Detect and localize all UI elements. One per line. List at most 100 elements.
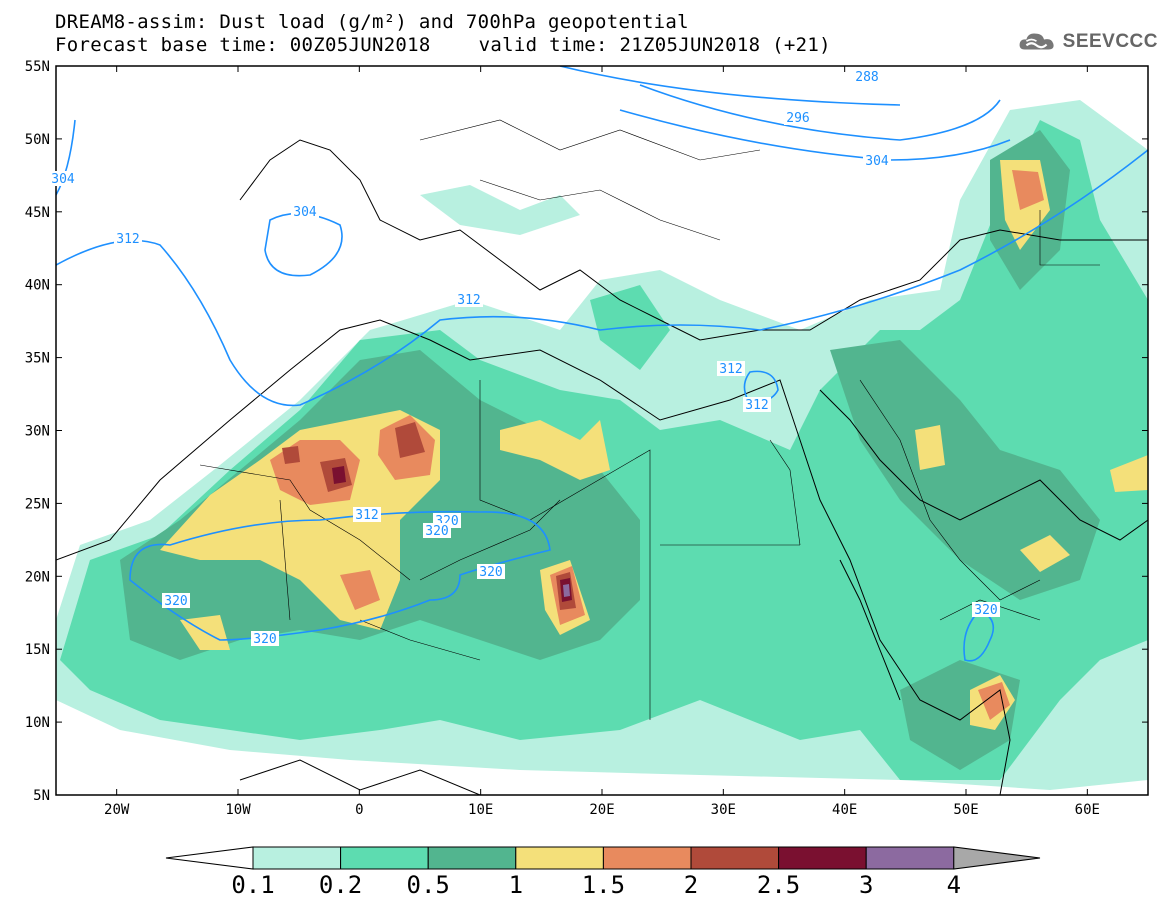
legend-boxes (165, 846, 1041, 870)
contour-label-bg (477, 564, 505, 579)
lat-label: 30N (25, 424, 50, 440)
lat-label: 5N (33, 788, 50, 804)
lat-label: 50N (25, 132, 50, 148)
dust-area-maroon (332, 466, 346, 484)
contour-label-bg (353, 507, 381, 522)
lat-label: 20N (25, 569, 50, 585)
lon-label: 20W (104, 802, 130, 818)
dust-area-orange-5 (1012, 170, 1044, 210)
cloud-icon (1019, 33, 1054, 50)
lat-label: 55N (25, 59, 50, 75)
contour-label: 312 (457, 293, 480, 308)
axis-ticks (56, 65, 1148, 796)
legend-level-label: 2 (684, 871, 698, 899)
lat-label: 25N (25, 496, 50, 512)
contour-label: 296 (786, 111, 809, 126)
contour-label-bg (114, 231, 142, 246)
legend-box (427, 846, 517, 870)
contour-label-bg (853, 69, 881, 84)
lon-label: 40E (832, 802, 857, 818)
dust-area-yellow-9 (1110, 455, 1148, 492)
lon-label: 10W (225, 802, 251, 818)
dust-area-light-2 (420, 185, 580, 235)
legend-box (515, 846, 604, 870)
logo-text: SEEVCCC (1062, 31, 1158, 52)
contour-label-bg (423, 523, 451, 538)
legend-level-label: 0.5 (407, 871, 450, 899)
lon-label: 0 (355, 802, 363, 818)
contour-label-bg (863, 153, 891, 168)
contour-label: 320 (425, 524, 448, 539)
lat-label: 35N (25, 351, 50, 367)
legend-box (340, 846, 429, 870)
legend-box (778, 846, 867, 870)
time-info: Forecast base time: 00Z05JUN2018 valid ti… (55, 34, 831, 56)
legend-level-label: 1 (509, 871, 523, 899)
legend-box (865, 846, 955, 870)
contour-label: 312 (745, 398, 768, 413)
dust-area-yellow-5 (1020, 535, 1070, 572)
lon-label: 10E (468, 802, 493, 818)
contour-label: 312 (355, 508, 378, 523)
contour-label-bg (251, 631, 279, 646)
contour-label: 312 (116, 232, 139, 247)
lon-label: 60E (1075, 802, 1100, 818)
contour-label: 320 (253, 632, 276, 647)
coastlines (56, 139, 1148, 795)
legend-level-label: 2.5 (757, 871, 800, 899)
contour-label-bg (717, 361, 745, 376)
base-time: Forecast base time: 00Z05JUN2018 (55, 34, 431, 56)
legend-level-label: 0.1 (231, 871, 274, 899)
lon-label: 50E (953, 802, 978, 818)
legend-under-triangle (165, 846, 254, 870)
country-borders (199, 119, 1100, 720)
legend-level-label: 0.2 (319, 871, 362, 899)
legend-level-label: 4 (947, 871, 961, 899)
seevccc-logo: SEEVCCC (1018, 27, 1158, 57)
legend-box (252, 846, 342, 870)
dust-area-red-2 (395, 422, 425, 458)
contour-labels: 288 296 304 304 304 312 312 312 312 312 320 320 320 3… (49, 69, 1000, 647)
dust-area-red-4 (282, 446, 300, 464)
contour-label: 312 (719, 362, 742, 377)
contour-label-bg (291, 204, 319, 219)
lat-label: 10N (25, 715, 50, 731)
contour-label-bg (972, 602, 1000, 617)
longitude-labels: 20W 10W 0 10E 20E 30E 40E 50E 60E (104, 802, 1100, 818)
lat-label: 40N (25, 278, 50, 294)
contour-label: 320 (164, 594, 187, 609)
contour-label-bg (49, 171, 77, 186)
dust-area-orange-3 (340, 570, 380, 610)
legend-level-label: 3 (859, 871, 873, 899)
legend-level-label: 1.5 (582, 871, 625, 899)
lat-label: 45N (25, 205, 50, 221)
map-title: DREAM8-assim: Dust load (g/m²) and 700hP… (55, 11, 689, 33)
latitude-labels: 55N 50N 45N 40N 35N 30N 25N 20N 15N 10N 5N (25, 59, 50, 804)
contour-label: 304 (865, 154, 889, 169)
contour-label: 288 (855, 70, 878, 85)
dust-field (56, 66, 1148, 795)
dust-area-purple (563, 584, 570, 597)
dust-area-dark-2 (830, 340, 1100, 600)
contour-label-bg (162, 593, 190, 608)
contour-label: 304 (51, 172, 75, 187)
contour-label: 320 (479, 565, 502, 580)
lat-label: 15N (25, 642, 50, 658)
contour-label-bg (784, 110, 812, 125)
legend-labels: 0.1 0.2 0.5 1 1.5 2 2.5 3 4 (231, 871, 961, 899)
lon-label: 30E (711, 802, 736, 818)
contour-label: 320 (974, 603, 997, 618)
legend-box (602, 846, 692, 870)
lon-label: 20E (589, 802, 614, 818)
dust-area-yellow-2 (500, 420, 610, 480)
contour-label-bg (743, 397, 771, 412)
contour-label: 304 (293, 205, 317, 220)
dust-area-yellow-7 (915, 425, 945, 470)
dust-area-orange-6 (978, 682, 1010, 720)
contour-label-bg (455, 292, 483, 307)
legend-over-triangle (953, 846, 1041, 870)
valid-time: valid time: 21Z05JUN2018 (+21) (478, 34, 831, 56)
legend-box (690, 846, 780, 870)
